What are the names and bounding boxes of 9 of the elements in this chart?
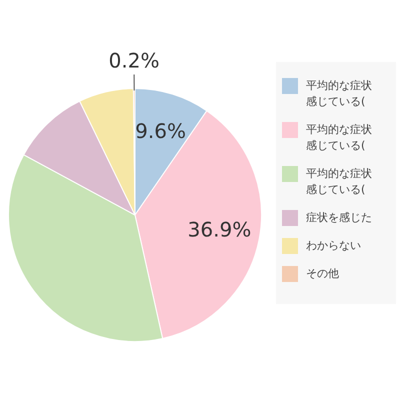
legend-label: 平均的な症状感じている( — [306, 166, 373, 198]
data-label: 36.9% — [188, 218, 252, 242]
data-label: 0.2% — [108, 48, 160, 73]
legend-label: 症状を感じた — [306, 210, 373, 226]
legend-label: 平均的な症状感じている( — [306, 78, 373, 110]
legend-label: 平均的な症状感じている( — [306, 122, 373, 154]
data-label: 9.6% — [135, 119, 186, 144]
legend-label: わからない — [306, 238, 362, 254]
legend-label: その他 — [306, 266, 340, 282]
